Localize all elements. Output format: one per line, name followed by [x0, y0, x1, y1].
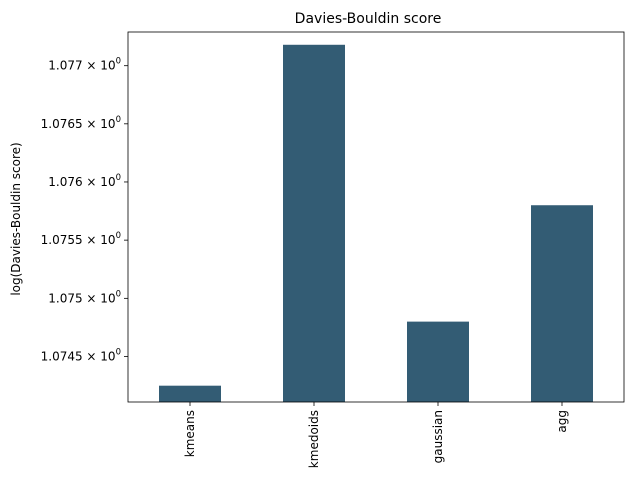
- bar-kmedoids: [283, 44, 345, 402]
- x-tick-label-agg: agg: [555, 410, 569, 433]
- x-tick-label-kmeans: kmeans: [183, 410, 197, 457]
- bar-gaussian: [407, 321, 469, 402]
- y-tick-label: 1.0745 × 100: [41, 348, 121, 364]
- y-tick-label: 1.0765 × 100: [41, 115, 121, 131]
- axes-frame: [127, 31, 625, 403]
- bar-agg: [531, 205, 593, 402]
- plot-area: kmeans kmedoids gaussian agg 1.0745 × 100 1.0…: [41, 31, 625, 468]
- y-tick-label: 1.076 × 100: [48, 173, 121, 189]
- y-tick-label: 1.0755 × 100: [41, 231, 121, 247]
- y-tick-label: 1.075 × 100: [48, 289, 121, 305]
- chart-title: Davies-Bouldin score: [295, 11, 442, 27]
- bar-kmeans: [159, 385, 221, 402]
- y-tick-label: 1.077 × 100: [48, 57, 121, 73]
- x-tick-label-gaussian: gaussian: [431, 410, 445, 463]
- y-axis-label: log(Davies-Bouldin score): [9, 142, 23, 295]
- x-tick-label-kmedoids: kmedoids: [307, 410, 321, 468]
